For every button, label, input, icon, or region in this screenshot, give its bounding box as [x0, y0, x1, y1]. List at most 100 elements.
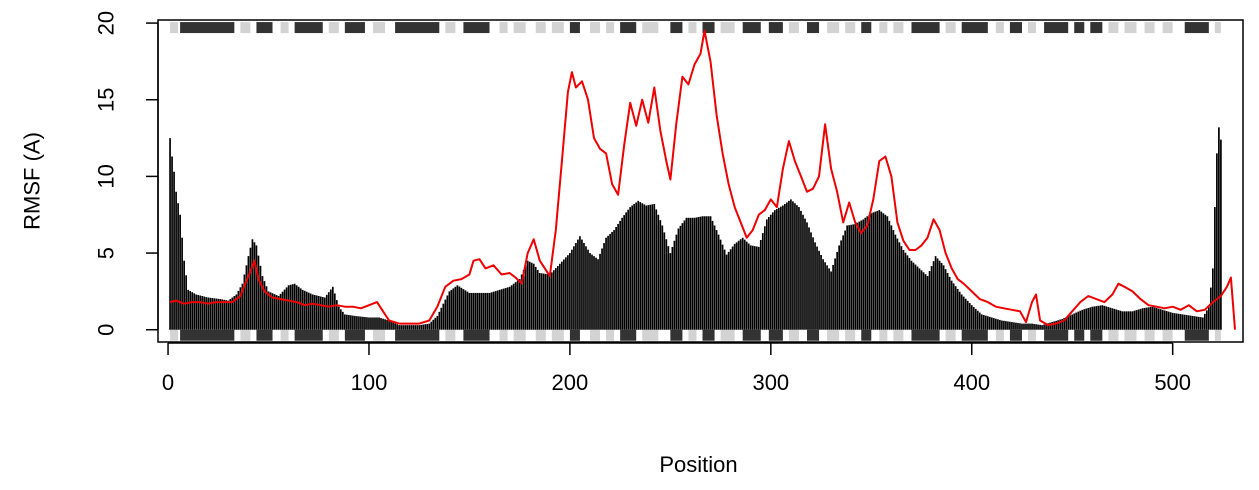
sse-segment-top: [280, 22, 289, 34]
sse-segment-top: [995, 22, 1004, 34]
x-tick-label: 500: [1154, 370, 1191, 395]
sse-segment-top: [589, 22, 601, 34]
sse-tracks: [170, 22, 1221, 341]
sse-segment-bottom: [372, 329, 386, 341]
sse-segment-bottom: [1144, 329, 1155, 341]
sse-segment-top: [328, 22, 339, 34]
sse-segment-bottom: [344, 329, 365, 341]
sse-segment-bottom: [911, 329, 940, 341]
sse-segment-top: [861, 22, 872, 34]
sse-segment-bottom: [280, 329, 289, 341]
sse-segment-top: [463, 22, 490, 34]
sse-segment-top: [945, 22, 956, 34]
sse-segment-top: [180, 22, 235, 34]
y-axis-title: RMSF (A): [20, 132, 45, 230]
sse-segment-bottom: [535, 329, 546, 341]
y-axis: 0 5 10 15 20: [94, 11, 159, 336]
sse-segment-bottom: [606, 329, 615, 341]
sse-segment-bottom: [670, 329, 683, 341]
sse-segment-bottom: [1214, 329, 1221, 341]
y-tick-label: 5: [94, 247, 119, 259]
x-axis: 0 100 200 300 400 500: [162, 342, 1191, 395]
sse-segment-bottom: [768, 329, 783, 341]
sse-segment-top: [513, 22, 526, 34]
sse-segment-top: [344, 22, 365, 34]
sse-segment-bottom: [806, 329, 820, 341]
sse-segment-top: [256, 22, 273, 34]
sse-segment-bottom: [1184, 329, 1209, 341]
sse-segment-bottom: [170, 329, 179, 341]
sse-segment-bottom: [827, 329, 840, 341]
sse-segment-bottom: [1044, 329, 1069, 341]
sse-segment-bottom: [499, 329, 508, 341]
sse-segment-bottom: [961, 329, 988, 341]
sse-segment-top: [1108, 22, 1119, 34]
sse-segment-bottom: [551, 329, 564, 341]
x-tick-label: 0: [162, 370, 174, 395]
sse-segment-bottom: [328, 329, 339, 341]
sse-segment-top: [294, 22, 323, 34]
sse-segment-bottom: [513, 329, 526, 341]
sse-segment-bottom: [1090, 329, 1103, 341]
sse-segment-top: [551, 22, 564, 34]
sse-segment-top: [788, 22, 799, 34]
sse-segment-bottom: [642, 329, 659, 341]
sse-segment-bottom: [1009, 329, 1022, 341]
rmsf-line: [169, 29, 1236, 330]
sse-segment-top: [893, 22, 904, 34]
sse-segment-bottom: [589, 329, 601, 341]
sse-segment-top: [720, 22, 735, 34]
sse-segment-top: [670, 22, 683, 34]
bar-series: [169, 127, 1222, 330]
sse-segment-top: [768, 22, 783, 34]
sse-segment-top: [845, 22, 856, 34]
sse-segment-bottom: [788, 329, 799, 341]
sse-segment-bottom: [1162, 329, 1173, 341]
sse-segment-bottom: [1074, 329, 1085, 341]
sse-segment-bottom: [845, 329, 856, 341]
sse-segment-top: [606, 22, 615, 34]
sse-segment-top: [1044, 22, 1069, 34]
sse-segment-bottom: [294, 329, 323, 341]
sse-segment-bottom: [1108, 329, 1119, 341]
sse-segment-top: [1028, 22, 1037, 34]
y-tick-label: 10: [94, 164, 119, 188]
sse-segment-top: [1009, 22, 1022, 34]
sse-segment-top: [1090, 22, 1103, 34]
sse-segment-bottom: [1028, 329, 1037, 341]
sse-segment-bottom: [569, 329, 580, 341]
sse-segment-top: [569, 22, 580, 34]
line-series: [169, 29, 1236, 330]
sse-segment-top: [961, 22, 988, 34]
sse-segment-top: [1214, 22, 1221, 34]
sse-segment-bottom: [945, 329, 956, 341]
sse-segment-top: [1124, 22, 1137, 34]
x-tick-label: 300: [752, 370, 789, 395]
sse-segment-top: [535, 22, 546, 34]
x-tick-label: 100: [351, 370, 388, 395]
sse-segment-bottom: [995, 329, 1004, 341]
sse-segment-top: [1184, 22, 1209, 34]
sse-segment-top: [688, 22, 697, 34]
sse-segment-bottom: [688, 329, 697, 341]
x-axis-title: Position: [659, 452, 737, 477]
sse-segment-top: [879, 22, 888, 34]
sse-segment-top: [1144, 22, 1155, 34]
x-tick-label: 400: [953, 370, 990, 395]
sse-segment-top: [499, 22, 508, 34]
sse-segment-top: [1074, 22, 1085, 34]
sse-segment-bottom: [180, 329, 235, 341]
sse-segment-top: [445, 22, 456, 34]
sse-segment-bottom: [445, 329, 456, 341]
sse-segment-top: [620, 22, 637, 34]
sse-segment-bottom: [620, 329, 637, 341]
sse-segment-top: [642, 22, 659, 34]
sse-segment-top: [806, 22, 820, 34]
sse-segment-bottom: [893, 329, 904, 341]
sse-segment-top: [827, 22, 840, 34]
sse-segment-bottom: [395, 329, 440, 341]
y-tick-label: 15: [94, 87, 119, 111]
sse-segment-top: [240, 22, 251, 34]
sse-segment-bottom: [879, 329, 888, 341]
